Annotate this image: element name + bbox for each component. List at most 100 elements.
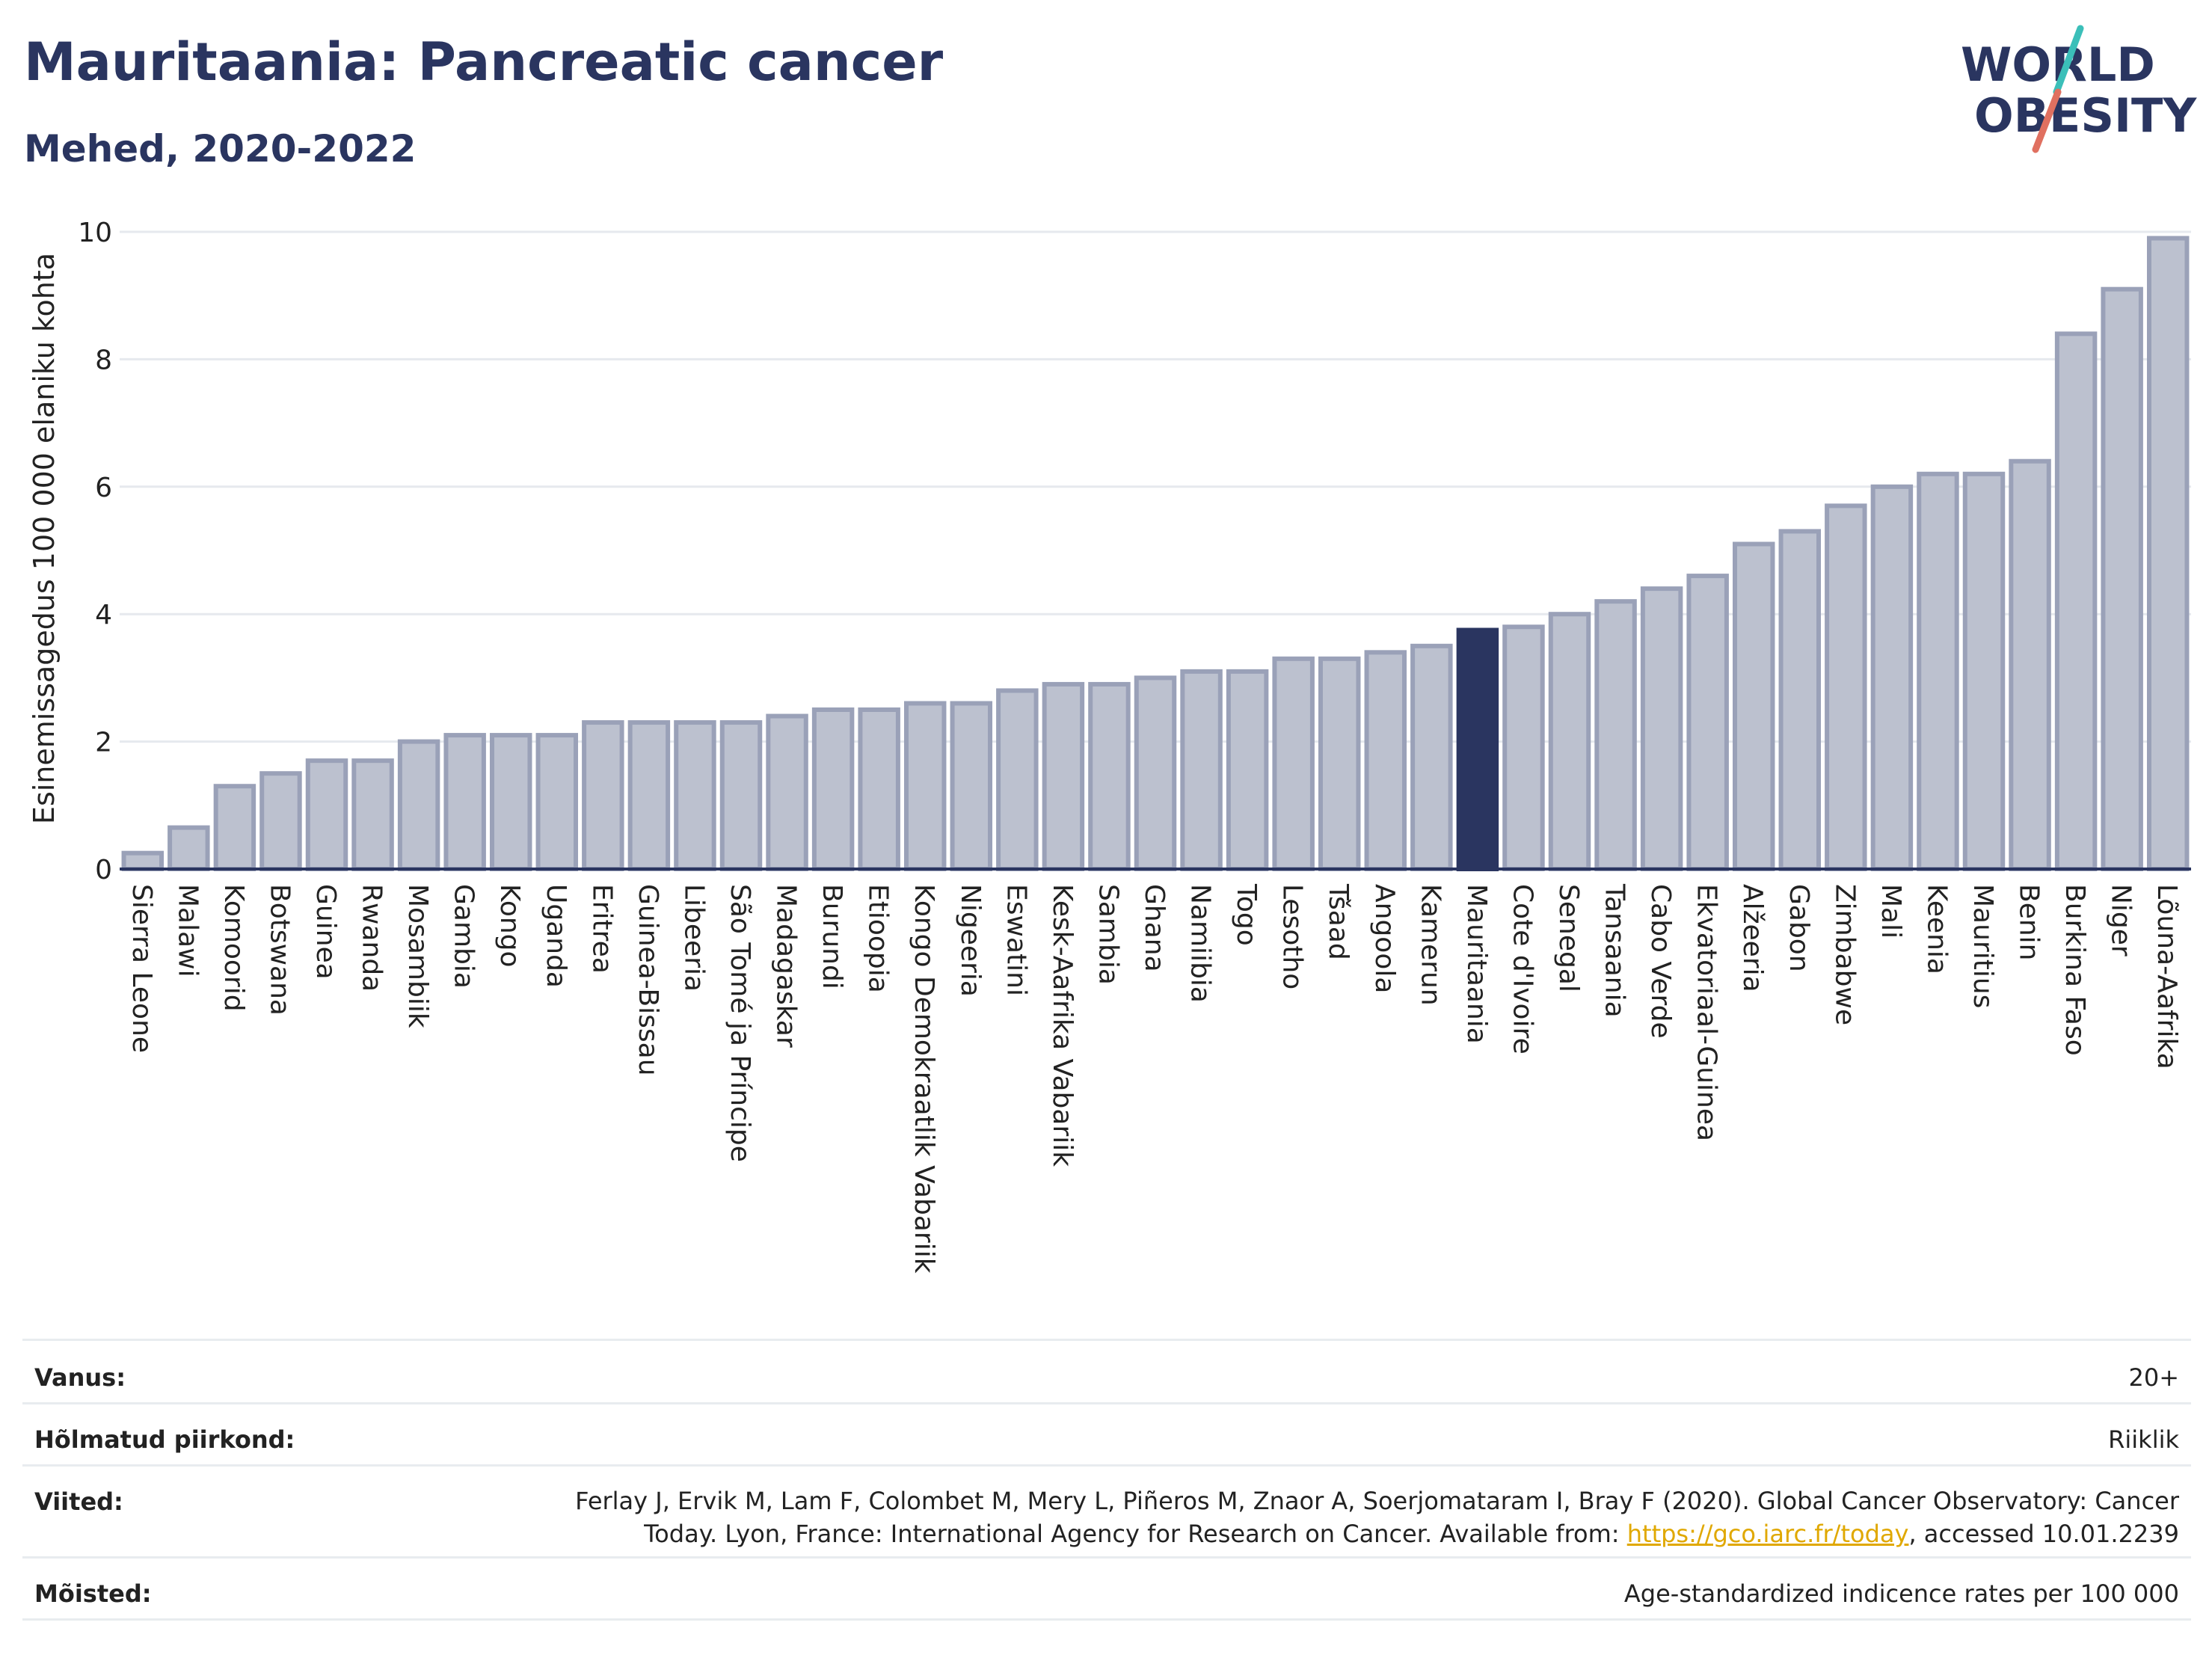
- bar: [811, 707, 855, 871]
- bar: [1134, 675, 1177, 872]
- bar: [1088, 681, 1131, 871]
- bar: [489, 733, 532, 872]
- reference-line-1: Ferlay J, Ervik M, Lam F, Colombet M, Me…: [575, 1487, 2179, 1515]
- x-tick-label: Cabo Verde: [1645, 884, 1676, 1039]
- chart-subtitle: Mehed, 2020-2022: [24, 127, 417, 171]
- x-tick-label: Burkina Faso: [2059, 884, 2090, 1056]
- bar: [766, 713, 808, 872]
- bar: [168, 825, 210, 871]
- reference-line-2-pre: Today. Lyon, France: International Agenc…: [644, 1520, 1627, 1548]
- bar: [121, 850, 165, 871]
- bar: [1502, 624, 1545, 871]
- world-obesity-logo: WORLD OBESITY: [1961, 25, 2197, 153]
- x-tick-label: Senegal: [1553, 884, 1584, 992]
- chart-title: Mauritaania: Pancreatic cancer: [24, 31, 944, 93]
- x-tick-label: Cote d'Ivoire: [1507, 884, 1537, 1054]
- x-tick-label: Malawi: [172, 884, 203, 977]
- y-axis-label: Esinemissagedus 100 000 elaniku kohta: [28, 253, 61, 824]
- logo-slash-teal: [2053, 25, 2084, 96]
- reference-line-2-post: , accessed 10.01.2239: [1908, 1520, 2179, 1548]
- bar: [1318, 656, 1361, 872]
- x-tick-label: Ghana: [1139, 884, 1170, 972]
- bar: [535, 733, 579, 872]
- x-tick-label: Gambia: [449, 884, 479, 989]
- definitions-value: Age-standardized indicence rates per 100…: [1623, 1579, 2179, 1608]
- x-tick-label: Nigeeria: [955, 884, 986, 997]
- bar: [1640, 586, 1683, 871]
- bar: [1272, 656, 1315, 872]
- bar: [1042, 681, 1085, 871]
- x-tick-label: Rwanda: [357, 884, 387, 992]
- x-tick-label: Sierra Leone: [126, 884, 157, 1053]
- bar: [1825, 503, 1867, 871]
- bar: [2101, 286, 2143, 871]
- bar: [1870, 484, 1914, 871]
- meta-row-definitions: Mõisted: Age-standardized indicence rate…: [22, 1557, 2191, 1621]
- y-tick-label: 10: [78, 218, 112, 248]
- bar: [1732, 541, 1775, 871]
- bar: [903, 701, 947, 871]
- x-tick-label: Burundi: [817, 884, 847, 989]
- bar: [1686, 574, 1729, 872]
- x-tick-label: Zimbabwe: [1829, 884, 1860, 1025]
- x-tick-label: Uganda: [541, 884, 571, 988]
- x-tick-label: Eritrea: [586, 884, 617, 974]
- x-tick-label: Kesk-Aafrika Vabariik: [1047, 884, 1078, 1167]
- age-value: 20+: [2128, 1363, 2179, 1392]
- bar-highlighted: [1456, 627, 1499, 871]
- references-value: Ferlay J, Ervik M, Lam F, Colombet M, Me…: [534, 1484, 2179, 1550]
- bar: [1917, 471, 1959, 871]
- x-tick-label: Alžeeria: [1737, 884, 1768, 992]
- x-tick-label: Mali: [1875, 884, 1906, 939]
- bar: [719, 720, 763, 871]
- bars: [121, 236, 2190, 872]
- meta-row-age: Vanus: 20+: [22, 1341, 2191, 1404]
- bar: [1226, 669, 1269, 871]
- x-tick-label: Komoorid: [218, 884, 249, 1012]
- y-tick-label: 6: [95, 473, 112, 503]
- x-tick-label: Etioopia: [863, 884, 894, 993]
- meta-row-region: Hõlmatud piirkond: Riiklik: [22, 1403, 2191, 1467]
- bar: [1778, 529, 1822, 871]
- x-tick-label: Madagaskar: [771, 884, 802, 1048]
- bar: [259, 771, 302, 871]
- age-label: Vanus:: [34, 1363, 126, 1392]
- bar: [351, 758, 394, 871]
- y-tick-label: 0: [95, 855, 112, 885]
- bar: [858, 707, 900, 871]
- x-tick-label: Togo: [1231, 883, 1262, 946]
- references-label: Viited:: [34, 1487, 123, 1516]
- bar: [1962, 471, 2006, 871]
- logo-text-obesity: OBESITY: [1974, 88, 2197, 143]
- bar: [1594, 599, 1637, 871]
- x-tick-label: Lõuna-Aafrika: [2151, 884, 2182, 1069]
- x-tick-label: Niger: [2106, 884, 2136, 957]
- bar: [996, 688, 1039, 871]
- bar: [2009, 458, 2051, 871]
- region-label: Hõlmatud piirkond:: [34, 1425, 295, 1454]
- meta-divider: [22, 1339, 2191, 1341]
- x-tick-label: Ekvatoriaal-Guinea: [1692, 884, 1722, 1141]
- x-tick-label: São Tomé ja Príncipe: [725, 884, 755, 1162]
- region-value: Riiklik: [2108, 1425, 2179, 1454]
- bar: [443, 733, 486, 872]
- x-tick-label: Keenia: [1921, 884, 1952, 974]
- x-tick-label: Libeeria: [678, 884, 709, 992]
- bar: [1410, 643, 1453, 871]
- x-tick-label: Sambia: [1093, 884, 1123, 985]
- x-tick-label: Kongo Demokraatlik Vabariik: [909, 884, 939, 1274]
- bar: [950, 701, 993, 871]
- y-tick-label: 2: [95, 728, 112, 758]
- x-tick-label: Kamerun: [1415, 884, 1446, 1006]
- definitions-label: Mõisted:: [34, 1579, 152, 1608]
- y-tick-label: 8: [95, 345, 112, 375]
- x-tick-label: Botswana: [264, 884, 295, 1016]
- meta-row-references: Viited: Ferlay J, Ervik M, Lam F, Colomb…: [22, 1465, 2191, 1559]
- bar: [2054, 331, 2098, 871]
- y-tick-labels: 0 2 4 6 8 10: [78, 218, 112, 885]
- x-tick-label: Benin: [2014, 884, 2044, 960]
- bar-chart: 0 2 4 6 8 10 Sierra Leone Malawi Komoorid Botswa…: [28, 218, 2191, 1274]
- reference-link[interactable]: https://gco.iarc.fr/today: [1626, 1520, 1909, 1548]
- bar: [674, 720, 716, 871]
- x-tick-label: Mosambiik: [402, 884, 433, 1028]
